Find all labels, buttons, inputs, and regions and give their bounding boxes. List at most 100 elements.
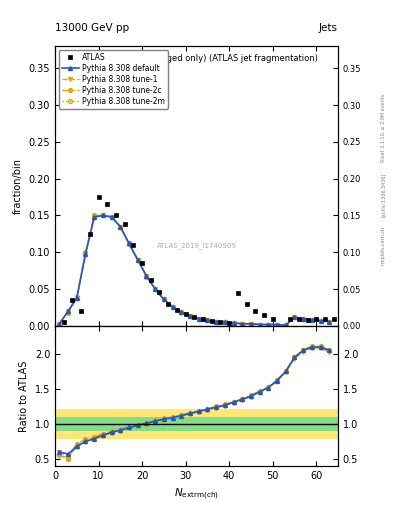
Text: ATLAS_2019_I1740909: ATLAS_2019_I1740909: [156, 243, 237, 249]
Pythia 8.308 tune-2m: [205, 317, 210, 323]
Pythia 8.308 tune-2c: [127, 241, 131, 247]
ATLAS: [331, 315, 336, 322]
Line: Pythia 8.308 tune-1: Pythia 8.308 tune-1: [57, 214, 331, 327]
Pythia 8.308 default: [101, 212, 105, 219]
ATLAS: [305, 317, 310, 323]
Text: mcplots.cern.ch: mcplots.cern.ch: [381, 226, 386, 265]
Pythia 8.308 tune-2m: [101, 212, 105, 219]
ATLAS: [314, 315, 319, 322]
Pythia 8.308 tune-2m: [257, 322, 262, 328]
Pythia 8.308 tune-1: [318, 318, 323, 324]
Pythia 8.308 default: [275, 322, 279, 328]
Pythia 8.308 default: [248, 321, 253, 327]
Pythia 8.308 tune-2m: [292, 314, 297, 320]
Pythia 8.308 tune-2m: [283, 322, 288, 328]
Pythia 8.308 default: [187, 313, 192, 319]
Pythia 8.308 tune-2m: [222, 319, 227, 325]
Pythia 8.308 tune-2m: [318, 318, 323, 324]
ATLAS: [140, 260, 145, 266]
Pythia 8.308 tune-2m: [153, 286, 158, 292]
Pythia 8.308 tune-1: [231, 320, 236, 326]
ATLAS: [218, 319, 223, 325]
Pythia 8.308 default: [196, 315, 201, 322]
Pythia 8.308 tune-2m: [92, 214, 97, 220]
Y-axis label: Ratio to ATLAS: Ratio to ATLAS: [19, 360, 29, 432]
ATLAS: [105, 201, 110, 207]
ATLAS: [253, 308, 258, 314]
Pythia 8.308 tune-2c: [92, 212, 97, 219]
ATLAS: [201, 316, 206, 323]
Pythia 8.308 tune-2c: [222, 319, 227, 325]
Pythia 8.308 default: [301, 315, 305, 322]
Pythia 8.308 tune-2c: [179, 309, 184, 315]
Pythia 8.308 tune-1: [66, 308, 70, 314]
Pythia 8.308 tune-1: [179, 309, 184, 315]
Pythia 8.308 tune-2m: [74, 295, 79, 301]
Pythia 8.308 tune-2c: [135, 258, 140, 264]
Pythia 8.308 tune-1: [187, 313, 192, 319]
Pythia 8.308 default: [257, 322, 262, 328]
Text: Jets: Jets: [319, 23, 338, 33]
Pythia 8.308 default: [57, 321, 62, 327]
Pythia 8.308 tune-2m: [135, 258, 140, 264]
Pythia 8.308 tune-2c: [187, 313, 192, 319]
Pythia 8.308 tune-2m: [187, 313, 192, 319]
Pythia 8.308 tune-2m: [248, 321, 253, 327]
Pythia 8.308 tune-2m: [144, 273, 149, 280]
Pythia 8.308 default: [310, 317, 314, 323]
Pythia 8.308 tune-1: [257, 322, 262, 328]
Pythia 8.308 tune-2c: [144, 273, 149, 279]
Pythia 8.308 tune-2m: [170, 304, 175, 310]
Pythia 8.308 tune-1: [292, 314, 297, 320]
Pythia 8.308 tune-1: [118, 223, 123, 229]
Text: 13000 GeV pp: 13000 GeV pp: [55, 23, 129, 33]
Pythia 8.308 tune-2m: [266, 322, 271, 328]
Pythia 8.308 tune-2m: [240, 321, 244, 327]
Pythia 8.308 tune-2m: [83, 251, 88, 257]
Pythia 8.308 tune-1: [248, 321, 253, 327]
Pythia 8.308 default: [240, 321, 244, 327]
Line: Pythia 8.308 tune-2c: Pythia 8.308 tune-2c: [57, 214, 331, 327]
ATLAS: [122, 221, 127, 227]
Line: ATLAS: ATLAS: [61, 195, 336, 326]
Pythia 8.308 tune-1: [83, 251, 88, 258]
Pythia 8.308 default: [83, 251, 88, 257]
ATLAS: [61, 319, 66, 325]
Text: Multiplicity λ_0° (charged only) (ATLAS jet fragmentation): Multiplicity λ_0° (charged only) (ATLAS …: [75, 54, 318, 63]
Pythia 8.308 default: [205, 317, 210, 323]
Pythia 8.308 tune-2c: [196, 315, 201, 322]
Pythia 8.308 tune-2c: [57, 321, 62, 327]
Pythia 8.308 tune-2c: [205, 317, 210, 323]
ATLAS: [209, 318, 214, 324]
Pythia 8.308 tune-1: [170, 304, 175, 310]
Pythia 8.308 tune-2c: [231, 320, 236, 326]
Pythia 8.308 default: [92, 214, 97, 220]
ATLAS: [244, 301, 249, 307]
Pythia 8.308 default: [144, 273, 149, 279]
Pythia 8.308 tune-2m: [179, 309, 184, 315]
ATLAS: [70, 297, 75, 303]
Pythia 8.308 tune-2m: [214, 318, 219, 325]
Pythia 8.308 tune-2c: [275, 322, 279, 328]
ATLAS: [227, 320, 231, 326]
Pythia 8.308 tune-2c: [283, 322, 288, 328]
ATLAS: [96, 194, 101, 200]
Pythia 8.308 tune-2m: [66, 310, 70, 316]
Pythia 8.308 tune-2c: [266, 322, 271, 328]
Pythia 8.308 tune-2c: [101, 212, 105, 219]
Pythia 8.308 default: [170, 304, 175, 310]
Pythia 8.308 tune-1: [240, 321, 244, 327]
ATLAS: [166, 301, 171, 307]
Pythia 8.308 tune-1: [222, 319, 227, 325]
Pythia 8.308 tune-2c: [153, 286, 158, 292]
ATLAS: [323, 315, 327, 322]
Pythia 8.308 tune-1: [214, 318, 219, 325]
Pythia 8.308 tune-1: [196, 315, 201, 322]
Pythia 8.308 tune-2c: [170, 304, 175, 310]
ATLAS: [235, 290, 240, 296]
Pythia 8.308 tune-1: [144, 273, 149, 279]
Pythia 8.308 tune-2c: [109, 214, 114, 220]
Pythia 8.308 default: [135, 257, 140, 263]
Pythia 8.308 default: [179, 309, 184, 315]
ATLAS: [114, 212, 118, 219]
